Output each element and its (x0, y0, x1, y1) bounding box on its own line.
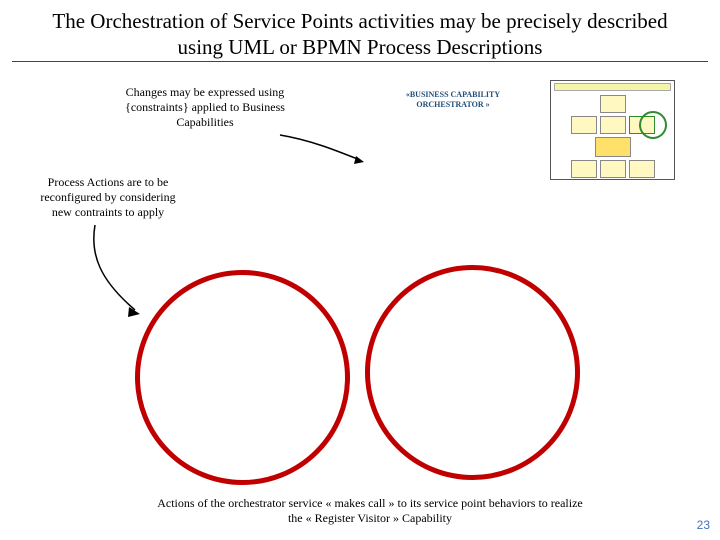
thumb-box (571, 116, 597, 134)
capability-diagram-thumbnail (550, 80, 675, 180)
thumb-box (600, 95, 626, 113)
thumb-box (600, 160, 626, 178)
thumb-box-center (595, 137, 631, 157)
thumb-box (571, 160, 597, 178)
annotation-changes-line2: {constraints} applied to Business (90, 100, 320, 115)
annotation-changes-line3: Capabilities (90, 115, 320, 130)
slide-title: The Orchestration of Service Points acti… (12, 0, 708, 62)
annotation-changes-line1: Changes may be expressed using (90, 85, 320, 100)
annotation-changes: Changes may be expressed using {constrai… (90, 85, 320, 130)
thumb-green-ring (639, 111, 667, 139)
footer-annotation: Actions of the orchestrator service « ma… (110, 496, 630, 526)
page-number: 23 (697, 518, 710, 532)
annotation-process-actions: Process Actions are to be reconfigured b… (18, 175, 198, 220)
highlight-circle-right (365, 265, 580, 480)
thumb-box (600, 116, 626, 134)
highlight-circle-left (135, 270, 350, 485)
thumb-box (629, 160, 655, 178)
orchestrator-label: «BUSINESS CAPABILITY ORCHESTRATOR » (388, 90, 518, 109)
